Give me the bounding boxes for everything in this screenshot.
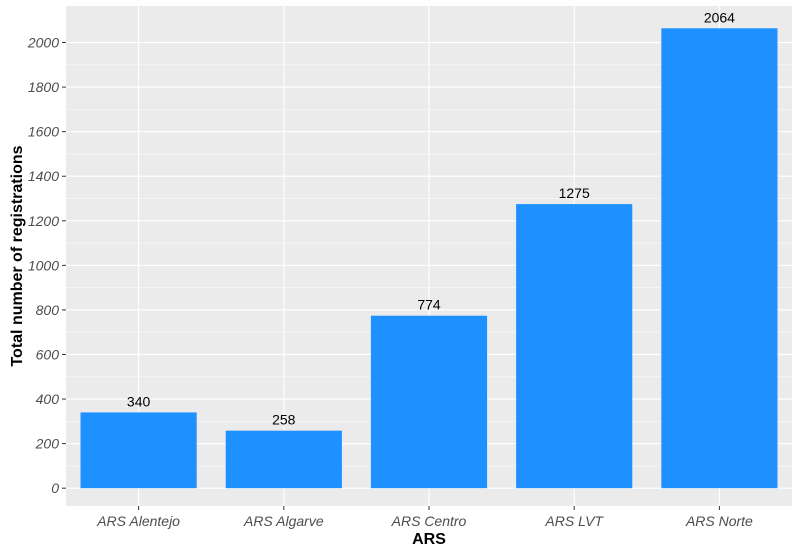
data-label: 258 xyxy=(272,412,296,428)
y-tick-label: 600 xyxy=(36,346,60,362)
bar xyxy=(516,204,633,489)
y-tick-label: 400 xyxy=(36,391,60,407)
data-label: 774 xyxy=(417,297,441,313)
y-axis: 0 200 400 600 800 1000 1200 1400 1600 1800 2000 xyxy=(27,35,66,496)
x-axis-title: ARS xyxy=(412,531,446,548)
bar xyxy=(370,315,488,489)
bars xyxy=(80,28,778,489)
x-tick-label: ARS LVT xyxy=(544,513,604,529)
bar xyxy=(661,28,778,489)
y-tick-label: 1400 xyxy=(28,168,59,184)
x-axis: ARS Alentejo ARS Algarve ARS Centro ARS LVT… xyxy=(96,506,753,529)
x-tick-label: ARS Norte xyxy=(685,513,753,529)
data-label: 1275 xyxy=(559,185,590,201)
y-tick-label: 0 xyxy=(51,480,59,496)
y-axis-title: Total number of registrations xyxy=(9,145,26,366)
y-tick-label: 1200 xyxy=(28,213,59,229)
bar xyxy=(225,430,342,489)
x-tick-label: ARS Alentejo xyxy=(96,513,180,529)
y-tick-label: 2000 xyxy=(27,35,59,51)
y-tick-label: 1800 xyxy=(28,79,59,95)
x-tick-label: ARS Algarve xyxy=(243,513,324,529)
y-tick-label: 200 xyxy=(35,436,60,452)
y-tick-label: 800 xyxy=(36,302,60,318)
x-tick-label: ARS Centro xyxy=(391,513,467,529)
y-tick-label: 1000 xyxy=(28,257,59,273)
data-label: 2064 xyxy=(704,9,735,25)
data-label: 340 xyxy=(127,393,151,409)
data-labels: 340 258 774 1275 2064 xyxy=(127,9,735,427)
y-tick-label: 1600 xyxy=(28,124,59,140)
bar xyxy=(80,412,197,489)
